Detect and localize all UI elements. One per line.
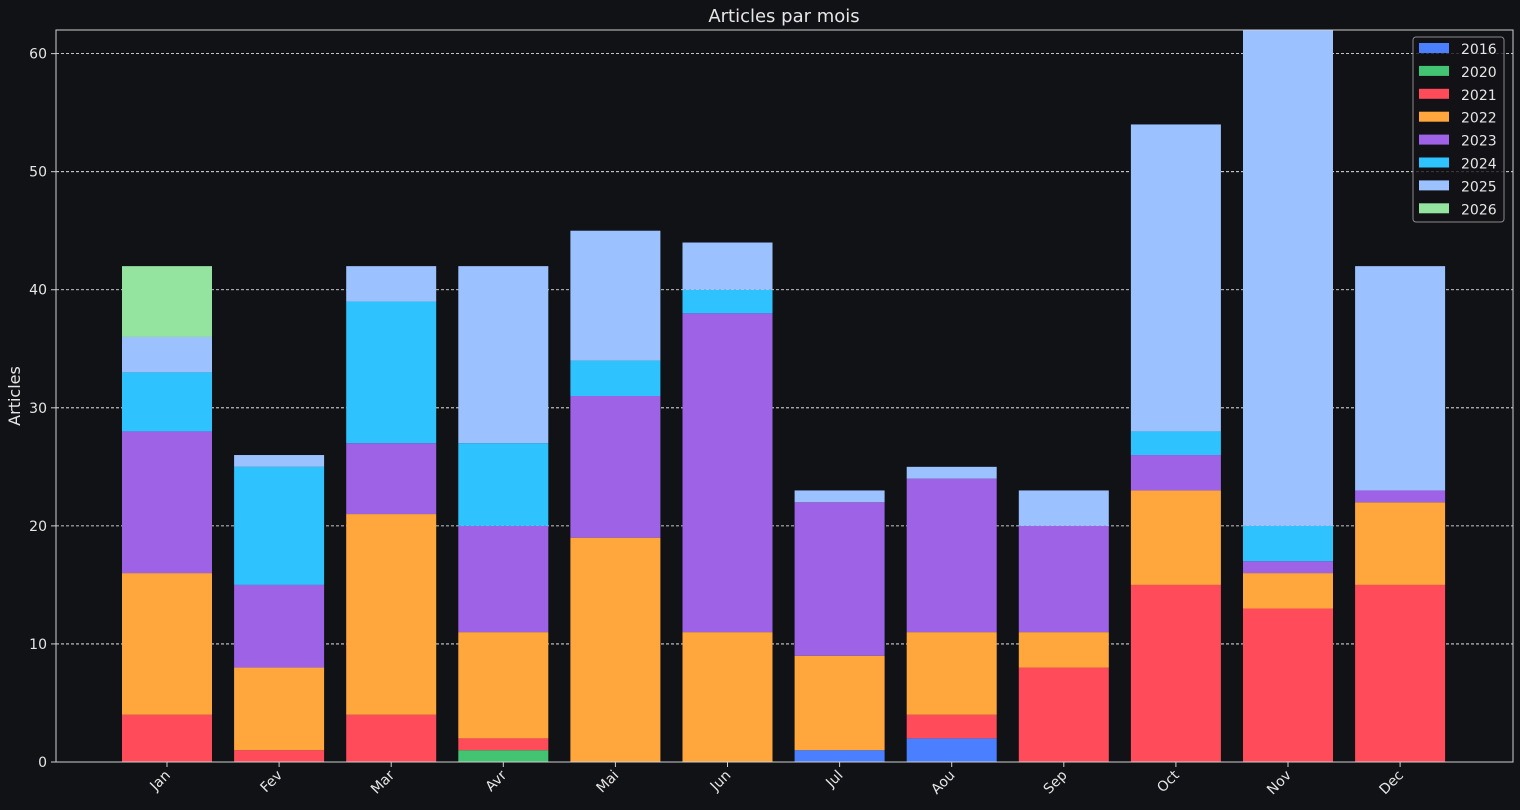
bar-segment-2021-fev <box>234 750 325 762</box>
bar-segment-2021-dec <box>1355 584 1446 762</box>
bar-segment-2024-fev <box>234 466 325 585</box>
legend-swatch-2022 <box>1419 111 1449 122</box>
x-tick-label: Jun <box>707 768 734 795</box>
legend-label-2021: 2021 <box>1461 88 1497 104</box>
bar-segment-2020-avr <box>458 750 549 762</box>
bar-segment-2025-nov <box>1243 30 1333 526</box>
x-tick-label: Nov <box>1264 768 1295 799</box>
legend-label-2022: 2022 <box>1461 111 1497 127</box>
legend-swatch-2024 <box>1419 157 1449 168</box>
bar-segment-2022-mar <box>346 514 437 715</box>
bar-segment-2023-jun <box>682 313 773 633</box>
bar-segment-2021-avr <box>458 738 549 751</box>
bar-segment-2025-jan <box>122 336 212 373</box>
bar-segment-2025-jun <box>682 242 773 290</box>
bar-segment-2025-dec <box>1355 266 1446 491</box>
bar-segment-2023-fev <box>234 584 325 668</box>
bar-segment-2022-avr <box>458 632 549 739</box>
bar-segment-2024-jun <box>682 289 773 314</box>
legend-swatch-2021 <box>1419 88 1449 99</box>
bar-segment-2021-mar <box>346 714 437 762</box>
bar-segment-2022-dec <box>1355 502 1446 585</box>
x-tick-label: Mar <box>368 767 398 797</box>
bar-segment-2021-nov <box>1243 608 1333 762</box>
y-tick-label: 30 <box>29 401 47 417</box>
bar-segment-2022-mai <box>570 537 661 762</box>
bar-segment-2022-sep <box>1018 632 1109 668</box>
bar-segment-2022-jul <box>794 655 885 751</box>
bar-segment-2024-jan <box>122 372 212 432</box>
bar-segment-2023-dec <box>1355 490 1446 503</box>
bar-segment-2022-fev <box>234 667 325 751</box>
legend-label-2024: 2024 <box>1461 157 1497 173</box>
bar-segment-2023-mar <box>346 443 437 515</box>
bar-segment-2024-avr <box>458 443 549 526</box>
bar-segment-2022-aou <box>906 632 997 715</box>
bar-segment-2022-oct <box>1130 490 1221 585</box>
x-tick-label: Mai <box>594 768 623 797</box>
bar-segment-2021-sep <box>1018 667 1109 762</box>
y-axis-label: Articles <box>5 366 24 426</box>
x-tick-label: Aou <box>928 768 958 798</box>
bar-segment-2016-jul <box>794 750 885 762</box>
bar-segment-2021-jan <box>122 714 212 762</box>
bar-segment-2025-mar <box>346 266 437 302</box>
legend-label-2025: 2025 <box>1461 179 1497 195</box>
legend-swatch-2025 <box>1419 180 1449 191</box>
y-tick-label: 40 <box>29 283 47 299</box>
legend-frame <box>1412 36 1505 223</box>
x-tick-label: Avr <box>483 767 511 795</box>
bar-segment-2025-aou <box>906 466 997 479</box>
legend-swatch-2016 <box>1419 43 1449 53</box>
bar-segment-2022-jun <box>682 632 773 762</box>
y-tick-label: 60 <box>29 47 47 63</box>
bar-segment-2025-fev <box>234 455 325 467</box>
y-tick-label: 20 <box>29 519 47 535</box>
x-tick-label: Fev <box>258 768 286 796</box>
bar-segment-2024-mar <box>346 301 437 444</box>
y-tick-label: 0 <box>38 755 47 771</box>
bar-segment-2023-nov <box>1243 561 1333 574</box>
bar-segment-2025-sep <box>1018 490 1109 526</box>
bar-segment-2016-aou <box>906 738 997 762</box>
legend-label-2023: 2023 <box>1461 134 1497 150</box>
x-tick-label: Jul <box>822 768 846 792</box>
bar-segment-2023-avr <box>458 525 549 633</box>
bar-segment-2025-mai <box>570 230 661 361</box>
bar-segment-2021-oct <box>1130 584 1221 762</box>
y-tick-label: 50 <box>29 165 47 181</box>
x-tick-label: Jan <box>147 768 174 795</box>
bar-segment-2023-mai <box>570 396 661 538</box>
bar-segment-2024-nov <box>1243 525 1333 562</box>
bar-segment-2026-jan <box>122 266 212 337</box>
bar-segment-2024-mai <box>570 360 661 396</box>
bar-segment-2023-sep <box>1018 525 1109 633</box>
x-tick-label: Oct <box>1154 767 1183 796</box>
x-tick-label: Sep <box>1041 767 1071 797</box>
bar-segment-2022-jan <box>122 573 212 715</box>
chart-title: Articles par mois <box>708 6 859 27</box>
bar-segment-2025-oct <box>1130 124 1221 432</box>
legend-label-2016: 2016 <box>1461 42 1497 58</box>
legend-label-2026: 2026 <box>1461 202 1497 218</box>
bar-segment-2025-avr <box>458 266 549 444</box>
bar-segment-2025-jul <box>794 490 885 503</box>
legend-swatch-2020 <box>1419 65 1449 76</box>
bar-segment-2022-nov <box>1243 573 1333 609</box>
x-tick-label: Dec <box>1376 768 1406 798</box>
legend: 2016 2020 2021 2022 2023 2024 2025 2026 <box>1412 36 1505 223</box>
bar-segment-2023-aou <box>906 478 997 633</box>
legend-swatch-2026 <box>1419 203 1449 214</box>
bar-segment-2023-jul <box>794 502 885 656</box>
y-tick-label: 10 <box>29 637 47 653</box>
bar-segment-2021-aou <box>906 714 997 739</box>
bar-segment-2023-oct <box>1130 455 1221 491</box>
legend-swatch-2023 <box>1419 134 1449 145</box>
bar-segment-2024-oct <box>1130 431 1221 456</box>
legend-label-2020: 2020 <box>1461 65 1497 81</box>
plot-frame <box>55 29 1514 763</box>
bar-segment-2023-jan <box>122 431 212 574</box>
